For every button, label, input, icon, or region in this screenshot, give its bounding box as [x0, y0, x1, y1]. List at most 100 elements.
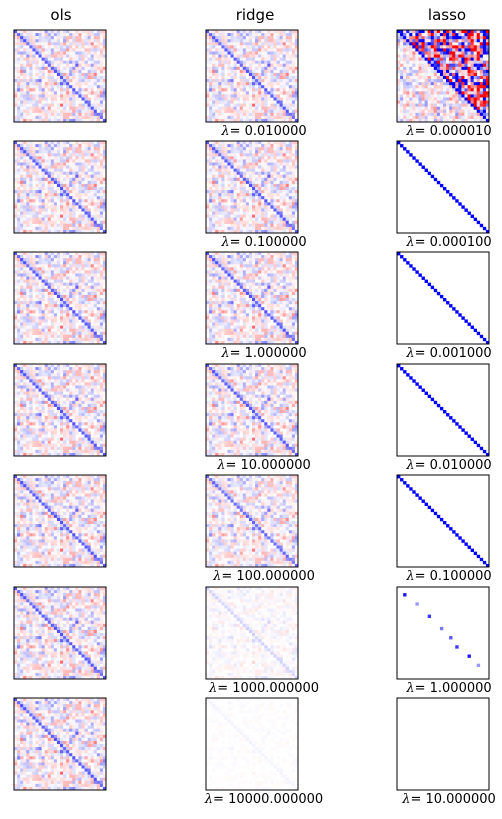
- heatmap-cell: [75, 72, 79, 77]
- heatmap-cell: [276, 150, 280, 154]
- heatmap-cell: [236, 76, 241, 80]
- heatmap-cell: [84, 223, 88, 228]
- heatmap-cell: [291, 51, 296, 55]
- heatmap-cell: [242, 141, 247, 145]
- heatmap-cell: [270, 229, 274, 234]
- heatmap-cell: [206, 39, 210, 43]
- heatmap-cell: [96, 171, 101, 176]
- heatmap-cell: [35, 106, 39, 111]
- heatmap-cell: [69, 72, 73, 77]
- heatmap-cell: [288, 211, 293, 215]
- heatmap-cell: [53, 196, 58, 200]
- heatmap-cell: [282, 115, 287, 120]
- heatmap-cell: [233, 72, 237, 77]
- heatmap-cell: [87, 54, 91, 58]
- heatmap-cell: [288, 97, 293, 101]
- heatmap-cell: [242, 205, 247, 209]
- heatmap-cell: [209, 217, 213, 222]
- heatmap-cell: [78, 66, 82, 71]
- heatmap-cell: [439, 30, 444, 34]
- heatmap-cell: [17, 79, 21, 83]
- heatmap-cell: [230, 45, 234, 49]
- heatmap-cell: [224, 88, 228, 92]
- heatmap-cell: [245, 156, 250, 160]
- heatmap-cell: [93, 255, 98, 259]
- heatmap-cell: [56, 39, 61, 43]
- heatmap-cell: [464, 60, 468, 65]
- heatmap-cell: [264, 159, 268, 163]
- heatmap-cell: [276, 118, 280, 123]
- heatmap-cell: [291, 174, 296, 179]
- heatmap-cell: [452, 91, 456, 95]
- heatmap-cell: [248, 162, 253, 166]
- heatmap-cell: [26, 106, 30, 111]
- heatmap-cell: [209, 168, 213, 172]
- heatmap-cell: [227, 63, 231, 68]
- heatmap-cell: [14, 153, 18, 157]
- heatmap-cell: [245, 82, 250, 86]
- heatmap-cell: [60, 162, 64, 166]
- heatmap-cell: [230, 141, 234, 145]
- heatmap-cell: [14, 150, 18, 154]
- heatmap-cell: [215, 196, 219, 200]
- heatmap-cell: [23, 42, 27, 46]
- heatmap-cell: [427, 82, 432, 86]
- heatmap-cell: [227, 229, 231, 234]
- heatmap-cell: [273, 180, 277, 185]
- heatmap-cell: [47, 106, 52, 111]
- heatmap-cell: [294, 94, 299, 98]
- heatmap-cell: [400, 115, 404, 120]
- heatmap-cell: [218, 36, 222, 40]
- heatmap-cell: [23, 267, 27, 271]
- heatmap-cell: [32, 156, 36, 160]
- heatmap-cell: [433, 54, 438, 58]
- heatmap-cell: [20, 51, 24, 55]
- heatmap-cell: [44, 156, 49, 160]
- heatmap-cell: [44, 279, 49, 283]
- heatmap-cell: [412, 30, 416, 34]
- heatmap-ols-row-2: [13, 140, 107, 234]
- heatmap-cell: [270, 33, 274, 37]
- heatmap-cell: [26, 153, 30, 157]
- heatmap-cell: [439, 39, 444, 43]
- heatmap-cell: [436, 115, 441, 120]
- heatmap-cell: [23, 141, 27, 145]
- heatmap-cell: [47, 66, 52, 71]
- heatmap-cell: [90, 291, 95, 296]
- heatmap-cell: [72, 42, 76, 46]
- heatmap-cell: [72, 220, 76, 225]
- heatmap-cell: [288, 51, 293, 55]
- heatmap-cell: [93, 150, 98, 154]
- heatmap-cell: [285, 208, 290, 212]
- heatmap-cell: [44, 288, 49, 293]
- heatmap-cell: [406, 33, 410, 37]
- heatmap-cell: [239, 63, 244, 68]
- heatmap-cell: [102, 226, 107, 231]
- heatmap-cell: [209, 229, 213, 234]
- heatmap-cell: [53, 294, 58, 299]
- heatmap-cell: [215, 162, 219, 166]
- heatmap-cell: [47, 279, 52, 283]
- heatmap-cell: [242, 174, 247, 179]
- heatmap-cell: [436, 91, 441, 95]
- heatmap-cell: [209, 208, 213, 212]
- heatmap-cell: [81, 174, 85, 179]
- heatmap-cell: [60, 304, 64, 308]
- heatmap-cell: [20, 285, 24, 290]
- heatmap-cell: [29, 48, 33, 52]
- heatmap-cell: [78, 211, 82, 215]
- heatmap-cell: [20, 48, 24, 52]
- heatmap-cell: [69, 196, 73, 200]
- heatmap-cell: [53, 211, 58, 215]
- heatmap-cell: [270, 144, 274, 148]
- heatmap-cell: [35, 85, 39, 89]
- heatmap-cell: [482, 91, 487, 95]
- heatmap-cell: [264, 229, 268, 234]
- heatmap-cell: [96, 48, 101, 52]
- heatmap-cell: [75, 45, 79, 49]
- heatmap-cell: [406, 42, 410, 46]
- heatmap-cell: [294, 150, 299, 154]
- heatmap-cell: [53, 298, 58, 302]
- heatmap-cell: [218, 196, 222, 200]
- heatmap-cell: [93, 57, 98, 61]
